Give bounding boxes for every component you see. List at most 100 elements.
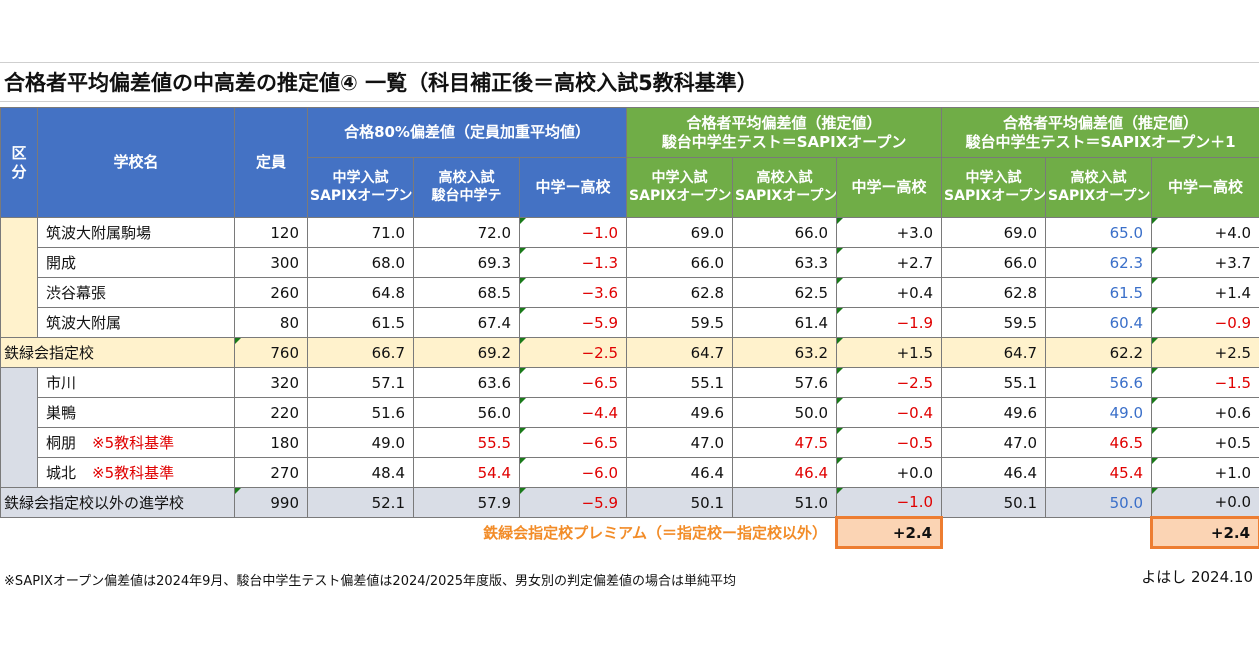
header-school-name: 学校名 — [37, 107, 235, 218]
g1-high-value: 68.5 — [413, 277, 520, 308]
g3-high-value: 62.3 — [1045, 247, 1153, 278]
g1-junior-value: 61.5 — [307, 307, 414, 338]
capacity-cell: 760 — [234, 337, 308, 368]
g2-diff-value: +1.5 — [836, 337, 943, 368]
g1-junior-value: 64.8 — [307, 277, 414, 308]
school-name-cell: 筑波大附属駒場 — [37, 217, 235, 248]
g1-high-value: 69.3 — [413, 247, 520, 278]
school-name-cell: 市川 — [37, 367, 235, 398]
g1-diff-value: −6.5 — [518, 367, 628, 398]
header-g1-high: 高校入試 駿台中学テ — [413, 157, 520, 218]
g1-diff-value: −1.3 — [518, 247, 628, 278]
header-g2-junior: 中学入試 SAPIXオープン — [626, 157, 734, 218]
author-date: よはし 2024.10 — [1141, 568, 1253, 586]
g3-high-value: 65.0 — [1045, 217, 1153, 248]
table-row: 巣鴨 220 51.6 56.0 −4.4 49.6 50.0 −0.4 49.6 49.0 +0.… — [1, 397, 1259, 428]
section-designated-marker — [0, 217, 38, 338]
g2-junior-value: 59.5 — [626, 307, 734, 338]
capacity-cell: 270 — [234, 457, 308, 488]
premium-g3-value: +2.4 — [1150, 516, 1259, 549]
g2-diff-value: +3.0 — [836, 217, 943, 248]
g3-high-value: 46.5 — [1045, 427, 1153, 458]
school-name-cell: 桐朋 ※5教科基準 — [37, 427, 235, 458]
g3-high-value: 62.2 — [1045, 337, 1153, 368]
table-row: 筑波大附属 80 61.5 67.4 −5.9 59.5 61.4 −1.9 59.5 60.4−… — [1, 307, 1259, 338]
table-row: 鉄緑会指定校以外の進学校 990 52.1 57.9 −5.9 50.1 51.0 −1.0 5… — [0, 487, 1259, 518]
g1-junior-value: 71.0 — [307, 217, 414, 248]
g1-diff-value: −6.0 — [518, 457, 628, 488]
g3-diff-value: −1.5 — [1151, 367, 1259, 398]
header-group-estimate: 合格者平均偏差値（推定値） 駿台中学生テスト＝SAPIXオープン — [626, 107, 943, 158]
school-name: 渋谷幕張 — [46, 284, 107, 302]
g3-high-value: 61.5 — [1045, 277, 1153, 308]
g3-junior-value: 66.0 — [941, 247, 1047, 278]
school-note: ※5教科基準 — [92, 434, 175, 452]
school-note: ※5教科基準 — [92, 464, 175, 482]
g2-junior-value: 49.6 — [626, 397, 734, 428]
g3-junior-value: 46.4 — [941, 457, 1047, 488]
header-g2-diff: 中学ー高校 — [836, 157, 943, 218]
header-g1-high-l1: 高校入試 — [438, 170, 495, 186]
premium-row: 鉄緑会指定校プレミアム（＝指定校ー指定校以外） +2.4 +2.4 — [1, 516, 1259, 549]
g3-junior-value: 62.8 — [941, 277, 1047, 308]
g2-junior-value: 62.8 — [626, 277, 734, 308]
g2-junior-value: 66.0 — [626, 247, 734, 278]
g2-junior-value: 47.0 — [626, 427, 734, 458]
header-g2-junior-l1: 中学入試 — [651, 170, 708, 186]
header-group-80pct: 合格80%偏差値（定員加重平均値） — [306, 107, 628, 158]
g2-high-value: 46.4 — [732, 457, 838, 488]
g1-diff-value: −5.9 — [518, 487, 628, 518]
g1-high-value: 56.0 — [413, 397, 520, 428]
premium-g2-value: +2.4 — [835, 516, 944, 549]
g1-high-value: 63.6 — [413, 367, 520, 398]
g3-junior-value: 55.1 — [941, 367, 1047, 398]
g3-diff-value: −0.9 — [1151, 307, 1259, 338]
header-kubun: 区 分 — [0, 107, 38, 218]
capacity-cell: 320 — [234, 367, 308, 398]
g3-high-value: 56.6 — [1045, 367, 1153, 398]
header-g3-high-l1: 高校入試 — [1070, 170, 1127, 186]
header-g3-high: 高校入試 SAPIXオープン — [1045, 157, 1153, 218]
school-name-cell: 城北 ※5教科基準 — [37, 457, 235, 488]
g2-high-value: 57.6 — [732, 367, 838, 398]
header-g1-junior-l1: 中学入試 — [332, 170, 389, 186]
g3-junior-value: 47.0 — [941, 427, 1047, 458]
g1-diff-value: −6.5 — [518, 427, 628, 458]
g1-junior-value: 48.4 — [307, 457, 414, 488]
g2-high-value: 47.5 — [732, 427, 838, 458]
header-g1-junior-l2: SAPIXオープン — [310, 187, 413, 204]
school-name: 城北 — [46, 464, 77, 482]
header-g1-junior: 中学入試 SAPIXオープン — [307, 157, 414, 218]
g2-diff-value: −2.5 — [836, 367, 943, 398]
header-g3-junior-l1: 中学入試 — [965, 170, 1022, 186]
g2-high-value: 66.0 — [732, 217, 838, 248]
g1-high-value: 54.4 — [413, 457, 520, 488]
g3-high-value: 45.4 — [1045, 457, 1153, 488]
capacity-cell: 990 — [234, 487, 308, 518]
school-name-cell: 開成 — [37, 247, 235, 278]
g1-high-value: 57.9 — [413, 487, 520, 518]
g1-junior-value: 52.1 — [307, 487, 414, 518]
page-title: 合格者平均偏差値の中高差の推定値④ 一覧（科目補正後＝高校入試5教科基準） — [0, 62, 1259, 102]
table-row: 城北 ※5教科基準 270 48.4 54.4 −6.0 46.4 46.4 +0.0 46.4 4… — [1, 457, 1259, 488]
premium-label: 鉄緑会指定校プレミアム（＝指定校ー指定校以外） — [483, 524, 828, 543]
header-group-estimate-plus1-line2: 駿台中学生テスト＝SAPIXオープン＋1 — [965, 132, 1236, 151]
footnote: ※SAPIXオープン偏差値は2024年9月、駿台中学生テスト偏差値は2024/2… — [4, 574, 736, 589]
capacity-cell: 180 — [234, 427, 308, 458]
g3-junior-value: 59.5 — [941, 307, 1047, 338]
g2-high-value: 63.3 — [732, 247, 838, 278]
capacity-cell: 120 — [234, 217, 308, 248]
header-g3-high-l2: SAPIXオープン — [1048, 187, 1151, 204]
school-name-cell: 渋谷幕張 — [37, 277, 235, 308]
g3-diff-value: +3.7 — [1151, 247, 1259, 278]
g1-high-value: 67.4 — [413, 307, 520, 338]
header-capacity: 定員 — [234, 107, 308, 218]
g3-diff-value: +1.4 — [1151, 277, 1259, 308]
g1-diff-value: −3.6 — [518, 277, 628, 308]
school-name: 桐朋 — [46, 434, 77, 452]
school-name: 筑波大附属駒場 — [46, 224, 152, 242]
g3-diff-value: +4.0 — [1151, 217, 1259, 248]
table-row: 開成 300 68.0 69.3 −1.3 66.0 63.3 +2.7 66.0 62.3 +3.… — [1, 247, 1259, 278]
header-g1-diff: 中学ー高校 — [518, 157, 628, 218]
g3-diff-value: +2.5 — [1151, 337, 1259, 368]
